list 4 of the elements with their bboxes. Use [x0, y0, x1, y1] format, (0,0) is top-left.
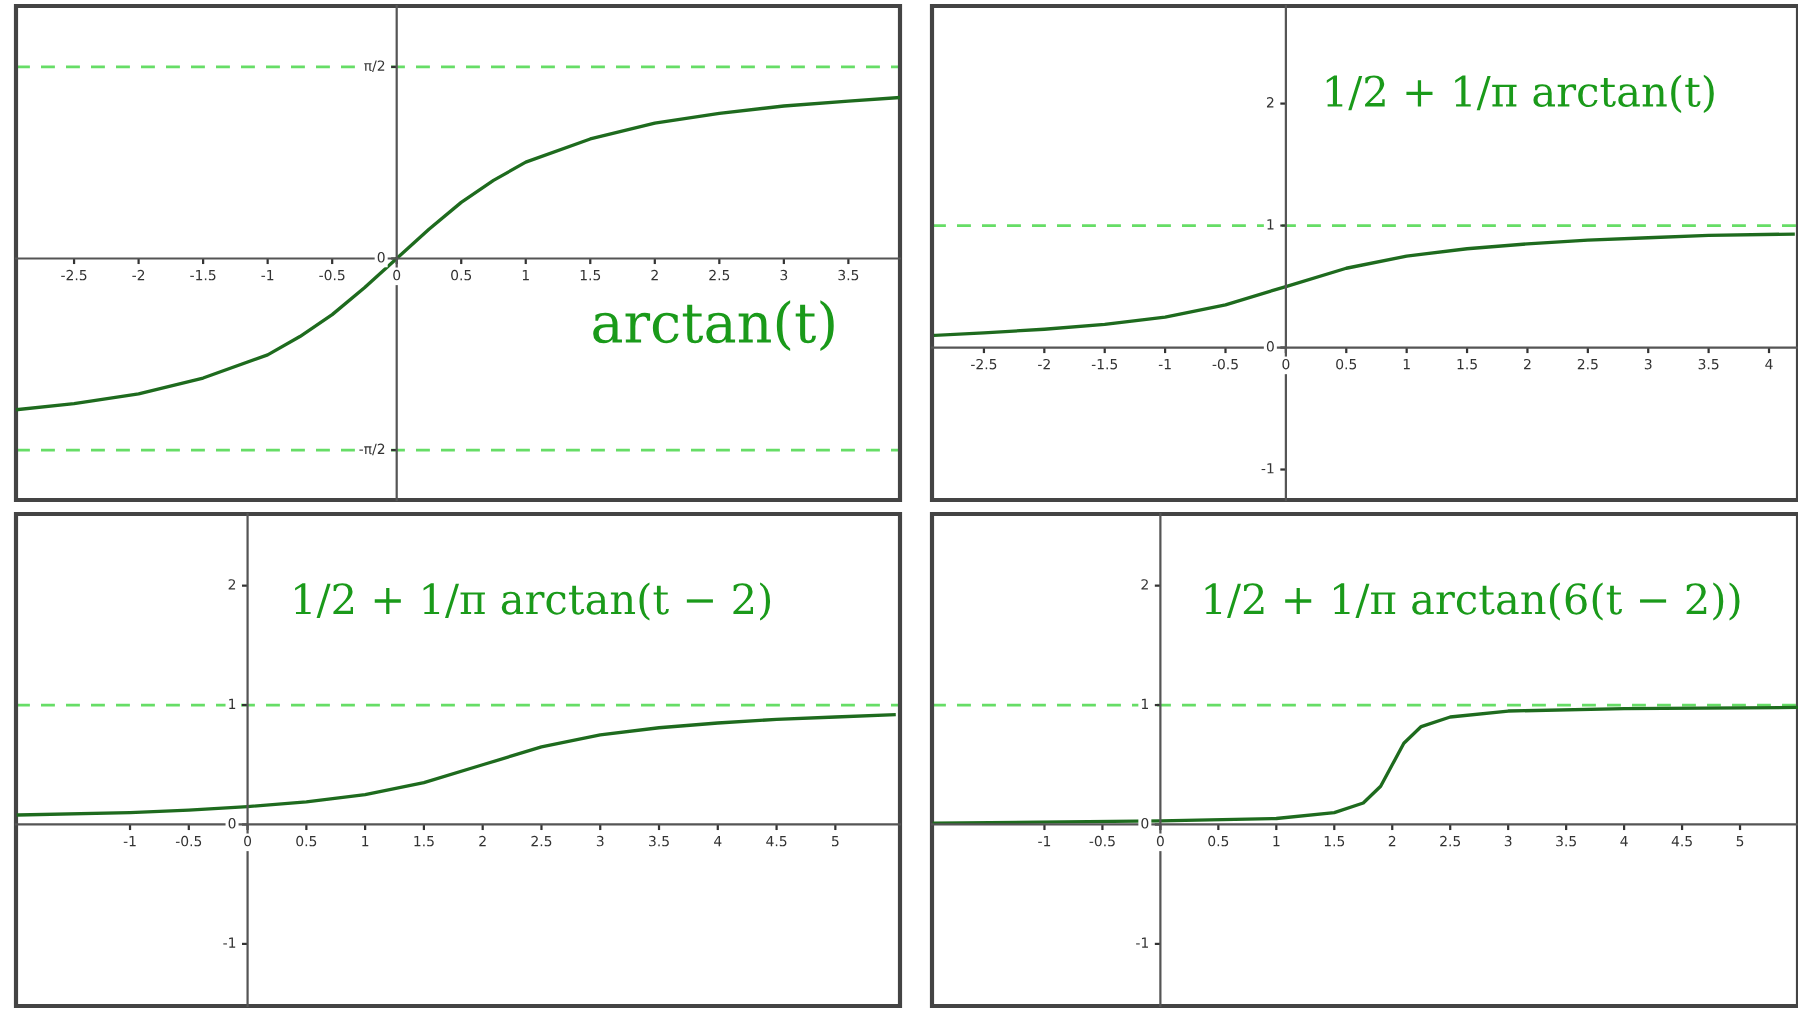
annotation: 1/2 + 1/π arctan(6(t − 2)) — [1205, 582, 1740, 621]
annotation: arctan(t) — [593, 300, 834, 352]
annotation: 1/2 + 1/π arctan(t) — [1326, 74, 1714, 113]
annotation: 1/2 + 1/π arctan(t − 2) — [295, 582, 771, 621]
